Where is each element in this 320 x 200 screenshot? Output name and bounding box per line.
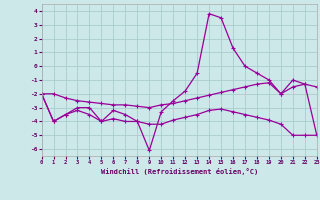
X-axis label: Windchill (Refroidissement éolien,°C): Windchill (Refroidissement éolien,°C) xyxy=(100,168,258,175)
